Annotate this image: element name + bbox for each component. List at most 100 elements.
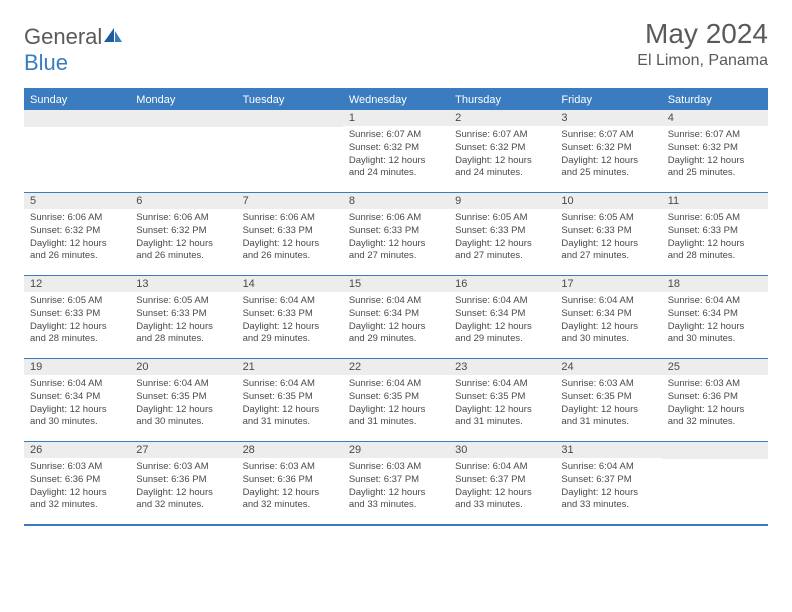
day-details: Sunrise: 6:04 AMSunset: 6:37 PMDaylight:… [449, 458, 555, 516]
logo: GeneralBlue [24, 24, 124, 76]
day-details: Sunrise: 6:04 AMSunset: 6:33 PMDaylight:… [237, 292, 343, 350]
day-number: 26 [24, 442, 130, 458]
day-details: Sunrise: 6:07 AMSunset: 6:32 PMDaylight:… [449, 126, 555, 184]
day-cell: 30Sunrise: 6:04 AMSunset: 6:37 PMDayligh… [449, 442, 555, 524]
weekday-header: Wednesday [343, 90, 449, 110]
logo-text-part1: General [24, 24, 102, 49]
day-cell: 27Sunrise: 6:03 AMSunset: 6:36 PMDayligh… [130, 442, 236, 524]
day-cell: 6Sunrise: 6:06 AMSunset: 6:32 PMDaylight… [130, 193, 236, 275]
day-cell: 10Sunrise: 6:05 AMSunset: 6:33 PMDayligh… [555, 193, 661, 275]
day-cell: 2Sunrise: 6:07 AMSunset: 6:32 PMDaylight… [449, 110, 555, 192]
empty-day-header [237, 110, 343, 127]
day-details: Sunrise: 6:04 AMSunset: 6:35 PMDaylight:… [130, 375, 236, 433]
day-cell: 5Sunrise: 6:06 AMSunset: 6:32 PMDaylight… [24, 193, 130, 275]
weekday-header: Friday [555, 90, 661, 110]
day-cell: 21Sunrise: 6:04 AMSunset: 6:35 PMDayligh… [237, 359, 343, 441]
day-number: 15 [343, 276, 449, 292]
day-number: 17 [555, 276, 661, 292]
day-cell: 15Sunrise: 6:04 AMSunset: 6:34 PMDayligh… [343, 276, 449, 358]
day-number: 31 [555, 442, 661, 458]
weekday-header: Sunday [24, 90, 130, 110]
day-cell: 28Sunrise: 6:03 AMSunset: 6:36 PMDayligh… [237, 442, 343, 524]
day-number: 21 [237, 359, 343, 375]
day-details: Sunrise: 6:03 AMSunset: 6:36 PMDaylight:… [130, 458, 236, 516]
weekday-header: Tuesday [237, 90, 343, 110]
day-details: Sunrise: 6:07 AMSunset: 6:32 PMDaylight:… [343, 126, 449, 184]
empty-day-header [130, 110, 236, 127]
day-number: 24 [555, 359, 661, 375]
day-cell: 3Sunrise: 6:07 AMSunset: 6:32 PMDaylight… [555, 110, 661, 192]
day-details: Sunrise: 6:04 AMSunset: 6:34 PMDaylight:… [343, 292, 449, 350]
month-title: May 2024 [637, 18, 768, 50]
day-cell: 23Sunrise: 6:04 AMSunset: 6:35 PMDayligh… [449, 359, 555, 441]
logo-text-part2: Blue [24, 50, 68, 75]
day-details: Sunrise: 6:03 AMSunset: 6:36 PMDaylight:… [662, 375, 768, 433]
day-number: 27 [130, 442, 236, 458]
day-details: Sunrise: 6:06 AMSunset: 6:33 PMDaylight:… [343, 209, 449, 267]
day-number: 9 [449, 193, 555, 209]
day-cell: 29Sunrise: 6:03 AMSunset: 6:37 PMDayligh… [343, 442, 449, 524]
day-details: Sunrise: 6:04 AMSunset: 6:35 PMDaylight:… [237, 375, 343, 433]
day-cell: 9Sunrise: 6:05 AMSunset: 6:33 PMDaylight… [449, 193, 555, 275]
weekday-header-row: Sunday Monday Tuesday Wednesday Thursday… [24, 90, 768, 110]
day-cell: 25Sunrise: 6:03 AMSunset: 6:36 PMDayligh… [662, 359, 768, 441]
day-number: 23 [449, 359, 555, 375]
day-number: 13 [130, 276, 236, 292]
day-details: Sunrise: 6:03 AMSunset: 6:37 PMDaylight:… [343, 458, 449, 516]
empty-day-header [24, 110, 130, 127]
calendar-page: GeneralBlue May 2024 El Limon, Panama Su… [0, 0, 792, 526]
day-cell: 26Sunrise: 6:03 AMSunset: 6:36 PMDayligh… [24, 442, 130, 524]
day-details: Sunrise: 6:05 AMSunset: 6:33 PMDaylight:… [555, 209, 661, 267]
day-details: Sunrise: 6:04 AMSunset: 6:37 PMDaylight:… [555, 458, 661, 516]
day-cell: 17Sunrise: 6:04 AMSunset: 6:34 PMDayligh… [555, 276, 661, 358]
day-cell: 16Sunrise: 6:04 AMSunset: 6:34 PMDayligh… [449, 276, 555, 358]
day-number: 20 [130, 359, 236, 375]
day-number: 29 [343, 442, 449, 458]
sail-icon [102, 24, 124, 42]
day-details: Sunrise: 6:04 AMSunset: 6:34 PMDaylight:… [449, 292, 555, 350]
calendar: Sunday Monday Tuesday Wednesday Thursday… [24, 88, 768, 526]
weekday-header: Monday [130, 90, 236, 110]
day-number: 19 [24, 359, 130, 375]
day-cell: 19Sunrise: 6:04 AMSunset: 6:34 PMDayligh… [24, 359, 130, 441]
week-row: 5Sunrise: 6:06 AMSunset: 6:32 PMDaylight… [24, 192, 768, 275]
day-number: 30 [449, 442, 555, 458]
day-cell: 24Sunrise: 6:03 AMSunset: 6:35 PMDayligh… [555, 359, 661, 441]
day-number: 12 [24, 276, 130, 292]
day-number: 2 [449, 110, 555, 126]
day-number: 10 [555, 193, 661, 209]
day-number: 25 [662, 359, 768, 375]
day-details: Sunrise: 6:05 AMSunset: 6:33 PMDaylight:… [24, 292, 130, 350]
day-cell: 13Sunrise: 6:05 AMSunset: 6:33 PMDayligh… [130, 276, 236, 358]
day-details: Sunrise: 6:06 AMSunset: 6:32 PMDaylight:… [130, 209, 236, 267]
day-details: Sunrise: 6:04 AMSunset: 6:34 PMDaylight:… [662, 292, 768, 350]
day-number: 28 [237, 442, 343, 458]
day-cell: 18Sunrise: 6:04 AMSunset: 6:34 PMDayligh… [662, 276, 768, 358]
day-number: 7 [237, 193, 343, 209]
day-details: Sunrise: 6:04 AMSunset: 6:34 PMDaylight:… [555, 292, 661, 350]
location: El Limon, Panama [637, 52, 768, 70]
week-row: 19Sunrise: 6:04 AMSunset: 6:34 PMDayligh… [24, 358, 768, 441]
day-cell: 14Sunrise: 6:04 AMSunset: 6:33 PMDayligh… [237, 276, 343, 358]
day-details: Sunrise: 6:03 AMSunset: 6:35 PMDaylight:… [555, 375, 661, 433]
day-details: Sunrise: 6:05 AMSunset: 6:33 PMDaylight:… [449, 209, 555, 267]
day-details: Sunrise: 6:04 AMSunset: 6:34 PMDaylight:… [24, 375, 130, 433]
empty-day-header [662, 442, 768, 459]
day-details: Sunrise: 6:04 AMSunset: 6:35 PMDaylight:… [343, 375, 449, 433]
day-details: Sunrise: 6:06 AMSunset: 6:33 PMDaylight:… [237, 209, 343, 267]
day-number: 4 [662, 110, 768, 126]
day-number: 18 [662, 276, 768, 292]
day-cell: 1Sunrise: 6:07 AMSunset: 6:32 PMDaylight… [343, 110, 449, 192]
day-details: Sunrise: 6:06 AMSunset: 6:32 PMDaylight:… [24, 209, 130, 267]
day-number: 22 [343, 359, 449, 375]
day-cell: 31Sunrise: 6:04 AMSunset: 6:37 PMDayligh… [555, 442, 661, 524]
day-cell [237, 110, 343, 192]
day-number: 11 [662, 193, 768, 209]
weeks-container: 1Sunrise: 6:07 AMSunset: 6:32 PMDaylight… [24, 110, 768, 524]
day-number: 8 [343, 193, 449, 209]
day-number: 3 [555, 110, 661, 126]
day-number: 14 [237, 276, 343, 292]
title-block: May 2024 El Limon, Panama [637, 18, 768, 70]
day-details: Sunrise: 6:05 AMSunset: 6:33 PMDaylight:… [130, 292, 236, 350]
weekday-header: Saturday [662, 90, 768, 110]
